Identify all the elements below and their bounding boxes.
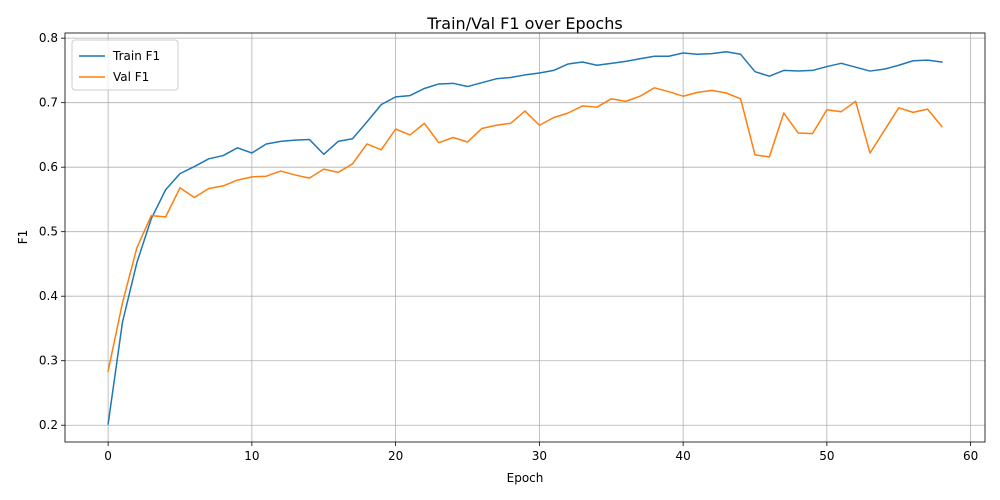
series-line-train-f1	[107, 50, 943, 425]
legend: Train F1 Val F1	[71, 39, 179, 91]
chart-title: Train/Val F1 over Epochs	[426, 14, 622, 33]
x-axis: 0 10 20 30 40 50 60	[104, 442, 978, 463]
y-tick-label: 0.6	[39, 160, 58, 174]
x-tick-label: 50	[819, 449, 834, 463]
x-tick-label: 60	[963, 449, 978, 463]
x-tick-label: 40	[675, 449, 690, 463]
series-line-val-f1	[107, 87, 943, 372]
y-tick-label: 0.4	[39, 289, 58, 303]
x-axis-label: Epoch	[507, 471, 544, 485]
y-tick-label: 0.3	[39, 354, 58, 368]
plot-frame	[64, 32, 986, 443]
series-lines	[107, 50, 943, 425]
y-axis: 0.2 0.3 0.4 0.5 0.6 0.7 0.8	[39, 31, 65, 432]
y-axis-label: F1	[16, 230, 30, 245]
legend-label-val: Val F1	[113, 70, 149, 84]
x-tick-label: 0	[104, 449, 112, 463]
y-tick-label: 0.7	[39, 96, 58, 110]
x-tick-label: 30	[532, 449, 547, 463]
y-tick-label: 0.8	[39, 31, 58, 45]
x-tick-label: 10	[244, 449, 259, 463]
y-tick-label: 0.2	[39, 418, 58, 432]
x-tick-label: 20	[388, 449, 403, 463]
legend-label-train: Train F1	[112, 49, 160, 63]
grid	[65, 33, 985, 442]
y-tick-label: 0.5	[39, 225, 58, 239]
